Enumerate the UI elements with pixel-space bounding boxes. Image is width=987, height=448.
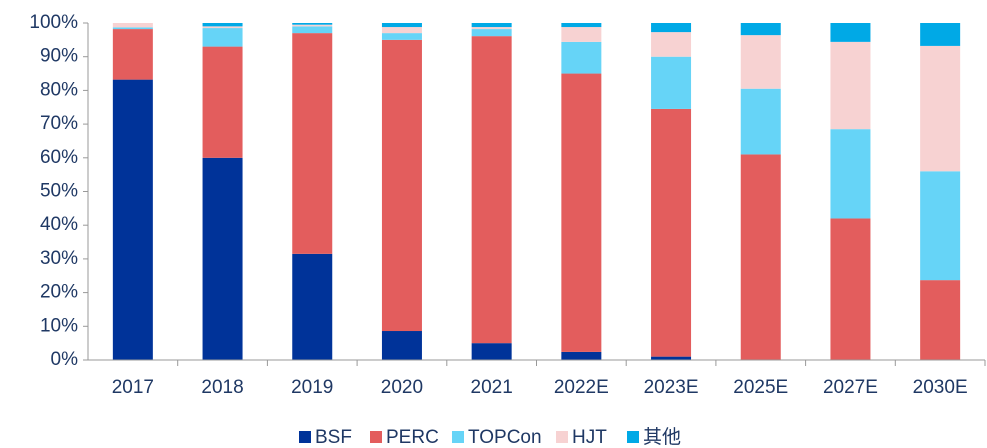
x-tick-label: 2018	[201, 377, 243, 398]
y-tick-label: 80%	[40, 79, 78, 100]
bar-segment	[830, 129, 871, 219]
y-tick-label: 30%	[40, 248, 78, 269]
y-tick-label: 60%	[40, 147, 78, 168]
x-tick-label: 2020	[381, 377, 423, 398]
bar-segment	[740, 154, 781, 360]
x-tick-label: 2021	[471, 377, 513, 398]
bar-segment	[292, 23, 333, 25]
bar-segment	[202, 26, 243, 29]
bar-segment	[292, 26, 333, 34]
legend-label: PERC	[386, 427, 439, 448]
bar-segment	[920, 171, 961, 281]
y-tick-label: 40%	[40, 214, 78, 235]
bar-segment	[830, 218, 871, 360]
bar-segment	[740, 88, 781, 155]
bar-segment	[381, 27, 422, 34]
y-tick-label: 70%	[40, 113, 78, 134]
bar-segment	[740, 35, 781, 89]
bar-segment	[740, 23, 781, 36]
x-tick-label: 2017	[112, 377, 154, 398]
bar-segment	[561, 73, 602, 352]
legend-swatch	[556, 431, 568, 443]
bar-segment	[202, 28, 243, 47]
y-tick-label: 20%	[40, 282, 78, 303]
bar-segment	[561, 351, 602, 360]
bar-segment	[112, 29, 153, 80]
bar-segment	[561, 27, 602, 42]
bar-segment	[112, 79, 153, 360]
bar-segment	[651, 56, 692, 109]
x-tick-label: 2022E	[554, 377, 609, 398]
x-tick-label: 2023E	[644, 377, 699, 398]
legend-label: TOPCon	[468, 427, 542, 448]
bar-segment	[202, 46, 243, 158]
y-tick-label: 50%	[40, 181, 78, 202]
x-tick-label: 2019	[291, 377, 333, 398]
bar-segment	[651, 108, 692, 357]
x-tick-label: 2027E	[823, 377, 878, 398]
bar-segment	[381, 39, 422, 332]
y-tick-label: 90%	[40, 46, 78, 67]
y-tick-label: 0%	[51, 349, 79, 370]
legend-swatch	[627, 431, 639, 443]
bar-segment	[112, 23, 153, 28]
bar-segment	[651, 32, 692, 57]
legend-label: HJT	[572, 427, 607, 448]
legend-label: BSF	[315, 427, 352, 448]
bar-segment	[471, 23, 512, 28]
bar-segment	[920, 23, 961, 46]
bar-segment	[920, 45, 961, 172]
bar-segment	[292, 24, 333, 27]
y-tick-label: 10%	[40, 315, 78, 336]
y-tick-label: 100%	[29, 12, 78, 33]
bar-segment	[651, 356, 692, 360]
bar-segment	[202, 23, 243, 27]
bar-segment	[471, 36, 512, 344]
x-tick-label: 2025E	[733, 377, 788, 398]
legend-swatch	[299, 431, 311, 443]
legend-label: 其他	[643, 426, 681, 448]
bar-segment	[561, 23, 602, 28]
bar-segment	[920, 280, 961, 360]
bar-segment	[561, 41, 602, 74]
bar-segment	[381, 33, 422, 40]
bar-segment	[292, 253, 333, 360]
bar-segment	[292, 33, 333, 254]
bar-segment	[112, 27, 153, 30]
bar-segment	[471, 29, 512, 37]
bar-segment	[202, 157, 243, 360]
bar-segment	[830, 23, 871, 42]
legend-swatch	[370, 431, 382, 443]
bar-segment	[381, 331, 422, 360]
bar-segment	[830, 41, 871, 130]
x-tick-label: 2030E	[913, 377, 968, 398]
bar-segment	[471, 343, 512, 360]
bar-segment	[471, 27, 512, 30]
bar-segment	[651, 23, 692, 33]
legend-swatch	[452, 431, 464, 443]
bar-segment	[381, 23, 422, 28]
